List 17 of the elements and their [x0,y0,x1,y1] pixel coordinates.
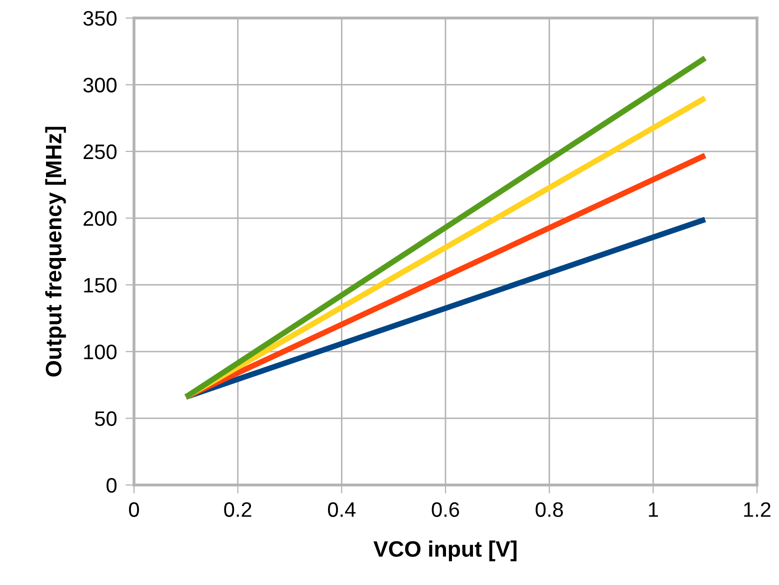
y-tick-label: 50 [94,411,117,426]
x-tick-label: 1.2 [744,502,770,517]
y-tick-label: 0 [106,478,117,493]
x-tick-label: 1 [648,502,658,517]
x-tick-label: 0 [129,502,139,517]
x-tick-label: 0.4 [328,502,356,517]
x-tick-label: 0.6 [432,502,460,517]
y-tick-label: 200 [84,211,117,226]
x-tick-label: 0.2 [224,502,252,517]
y-tick-label: 350 [83,11,117,26]
y-tick-label: 150 [84,278,117,293]
y-tick-label: 250 [84,144,117,160]
y-tick-label: 100 [84,344,117,360]
y-tick-label: 300 [83,78,117,92]
x-tick-label: 0.8 [536,502,563,517]
y-axis-title: Output frequency [MHz] [45,126,66,376]
x-axis-title: VCO input [V] [373,540,516,562]
